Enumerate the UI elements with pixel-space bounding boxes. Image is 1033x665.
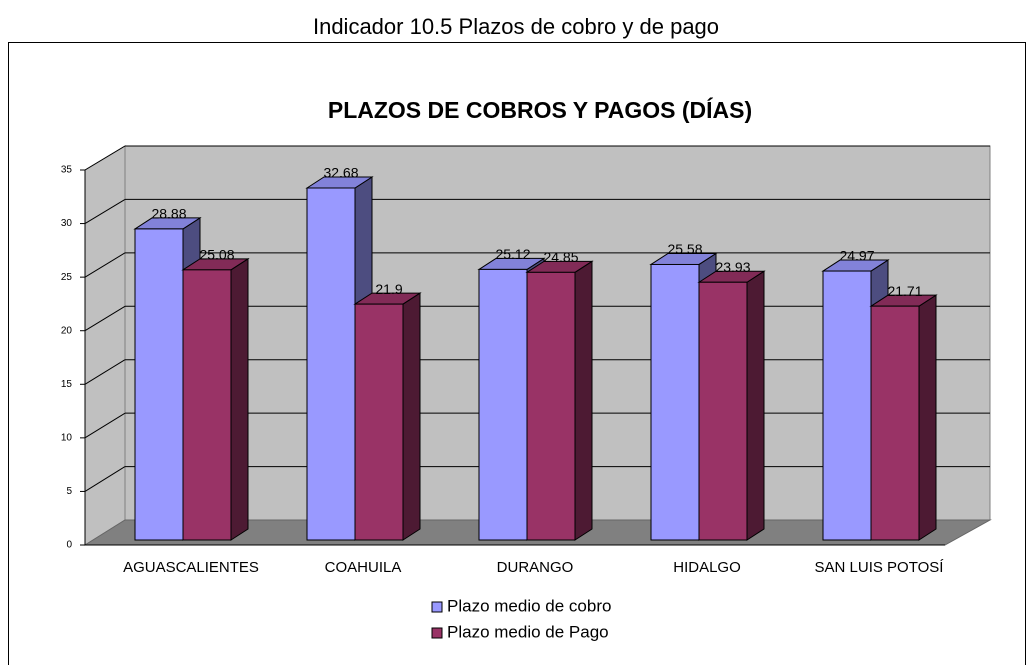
side-wall (84, 145, 126, 546)
y-tick-label: 25 (61, 272, 73, 283)
y-tick-label: 15 (61, 379, 73, 390)
bar (650, 263, 700, 541)
y-tick-label: 10 (61, 432, 73, 443)
grid-line (84, 252, 126, 278)
value-label: 21.9 (375, 281, 402, 297)
bar-side (918, 294, 937, 541)
x-tick-label: COAHUILA (325, 559, 402, 576)
legend-swatch (431, 601, 443, 613)
chart-title: PLAZOS DE COBROS Y PAGOS (DÍAS) (328, 96, 752, 123)
value-label: 23.93 (715, 259, 750, 275)
value-label: 24.97 (839, 248, 874, 264)
x-tick-label: AGUASCALIENTES (123, 559, 259, 576)
value-label: 21.71 (887, 283, 922, 299)
value-label: 25.12 (495, 246, 530, 262)
value-label: 25.58 (667, 241, 702, 257)
y-tick-label: 35 (61, 165, 73, 176)
x-tick-label: DURANGO (497, 559, 574, 576)
bar (478, 268, 528, 541)
bar-side (574, 260, 593, 541)
grid-line (84, 305, 126, 332)
bar (822, 270, 872, 541)
bar (526, 271, 576, 541)
bar-side (230, 257, 249, 541)
y-tick-label: 30 (61, 218, 73, 229)
bar-side (402, 292, 421, 541)
y-tick-label: 20 (61, 325, 73, 336)
grid-line (84, 145, 126, 171)
legend-swatch (431, 627, 443, 639)
grid-line (84, 466, 126, 492)
x-tick-label: SAN LUIS POTOSÍ (815, 559, 945, 576)
bar (182, 269, 232, 541)
y-tick-label: 0 (66, 540, 72, 551)
x-tick-label: HIDALGO (673, 559, 741, 576)
value-label: 25.08 (199, 247, 234, 263)
value-label: 32.68 (323, 165, 358, 181)
grid-line (84, 359, 126, 385)
bar (698, 281, 748, 541)
y-tick-label: 5 (66, 486, 72, 497)
grid-line (84, 199, 126, 224)
page-title: Indicador 10.5 Plazos de cobro y de pago (313, 14, 719, 39)
bar (134, 228, 184, 541)
legend-label: Plazo medio de cobro (447, 596, 611, 615)
legend-label: Plazo medio de Pago (447, 622, 609, 641)
bar (870, 305, 920, 541)
value-label: 28.88 (151, 206, 186, 222)
value-label: 24.85 (543, 249, 578, 265)
bar (306, 187, 356, 541)
grid-line (84, 412, 126, 439)
bar-side (746, 270, 765, 541)
bar (354, 303, 404, 541)
